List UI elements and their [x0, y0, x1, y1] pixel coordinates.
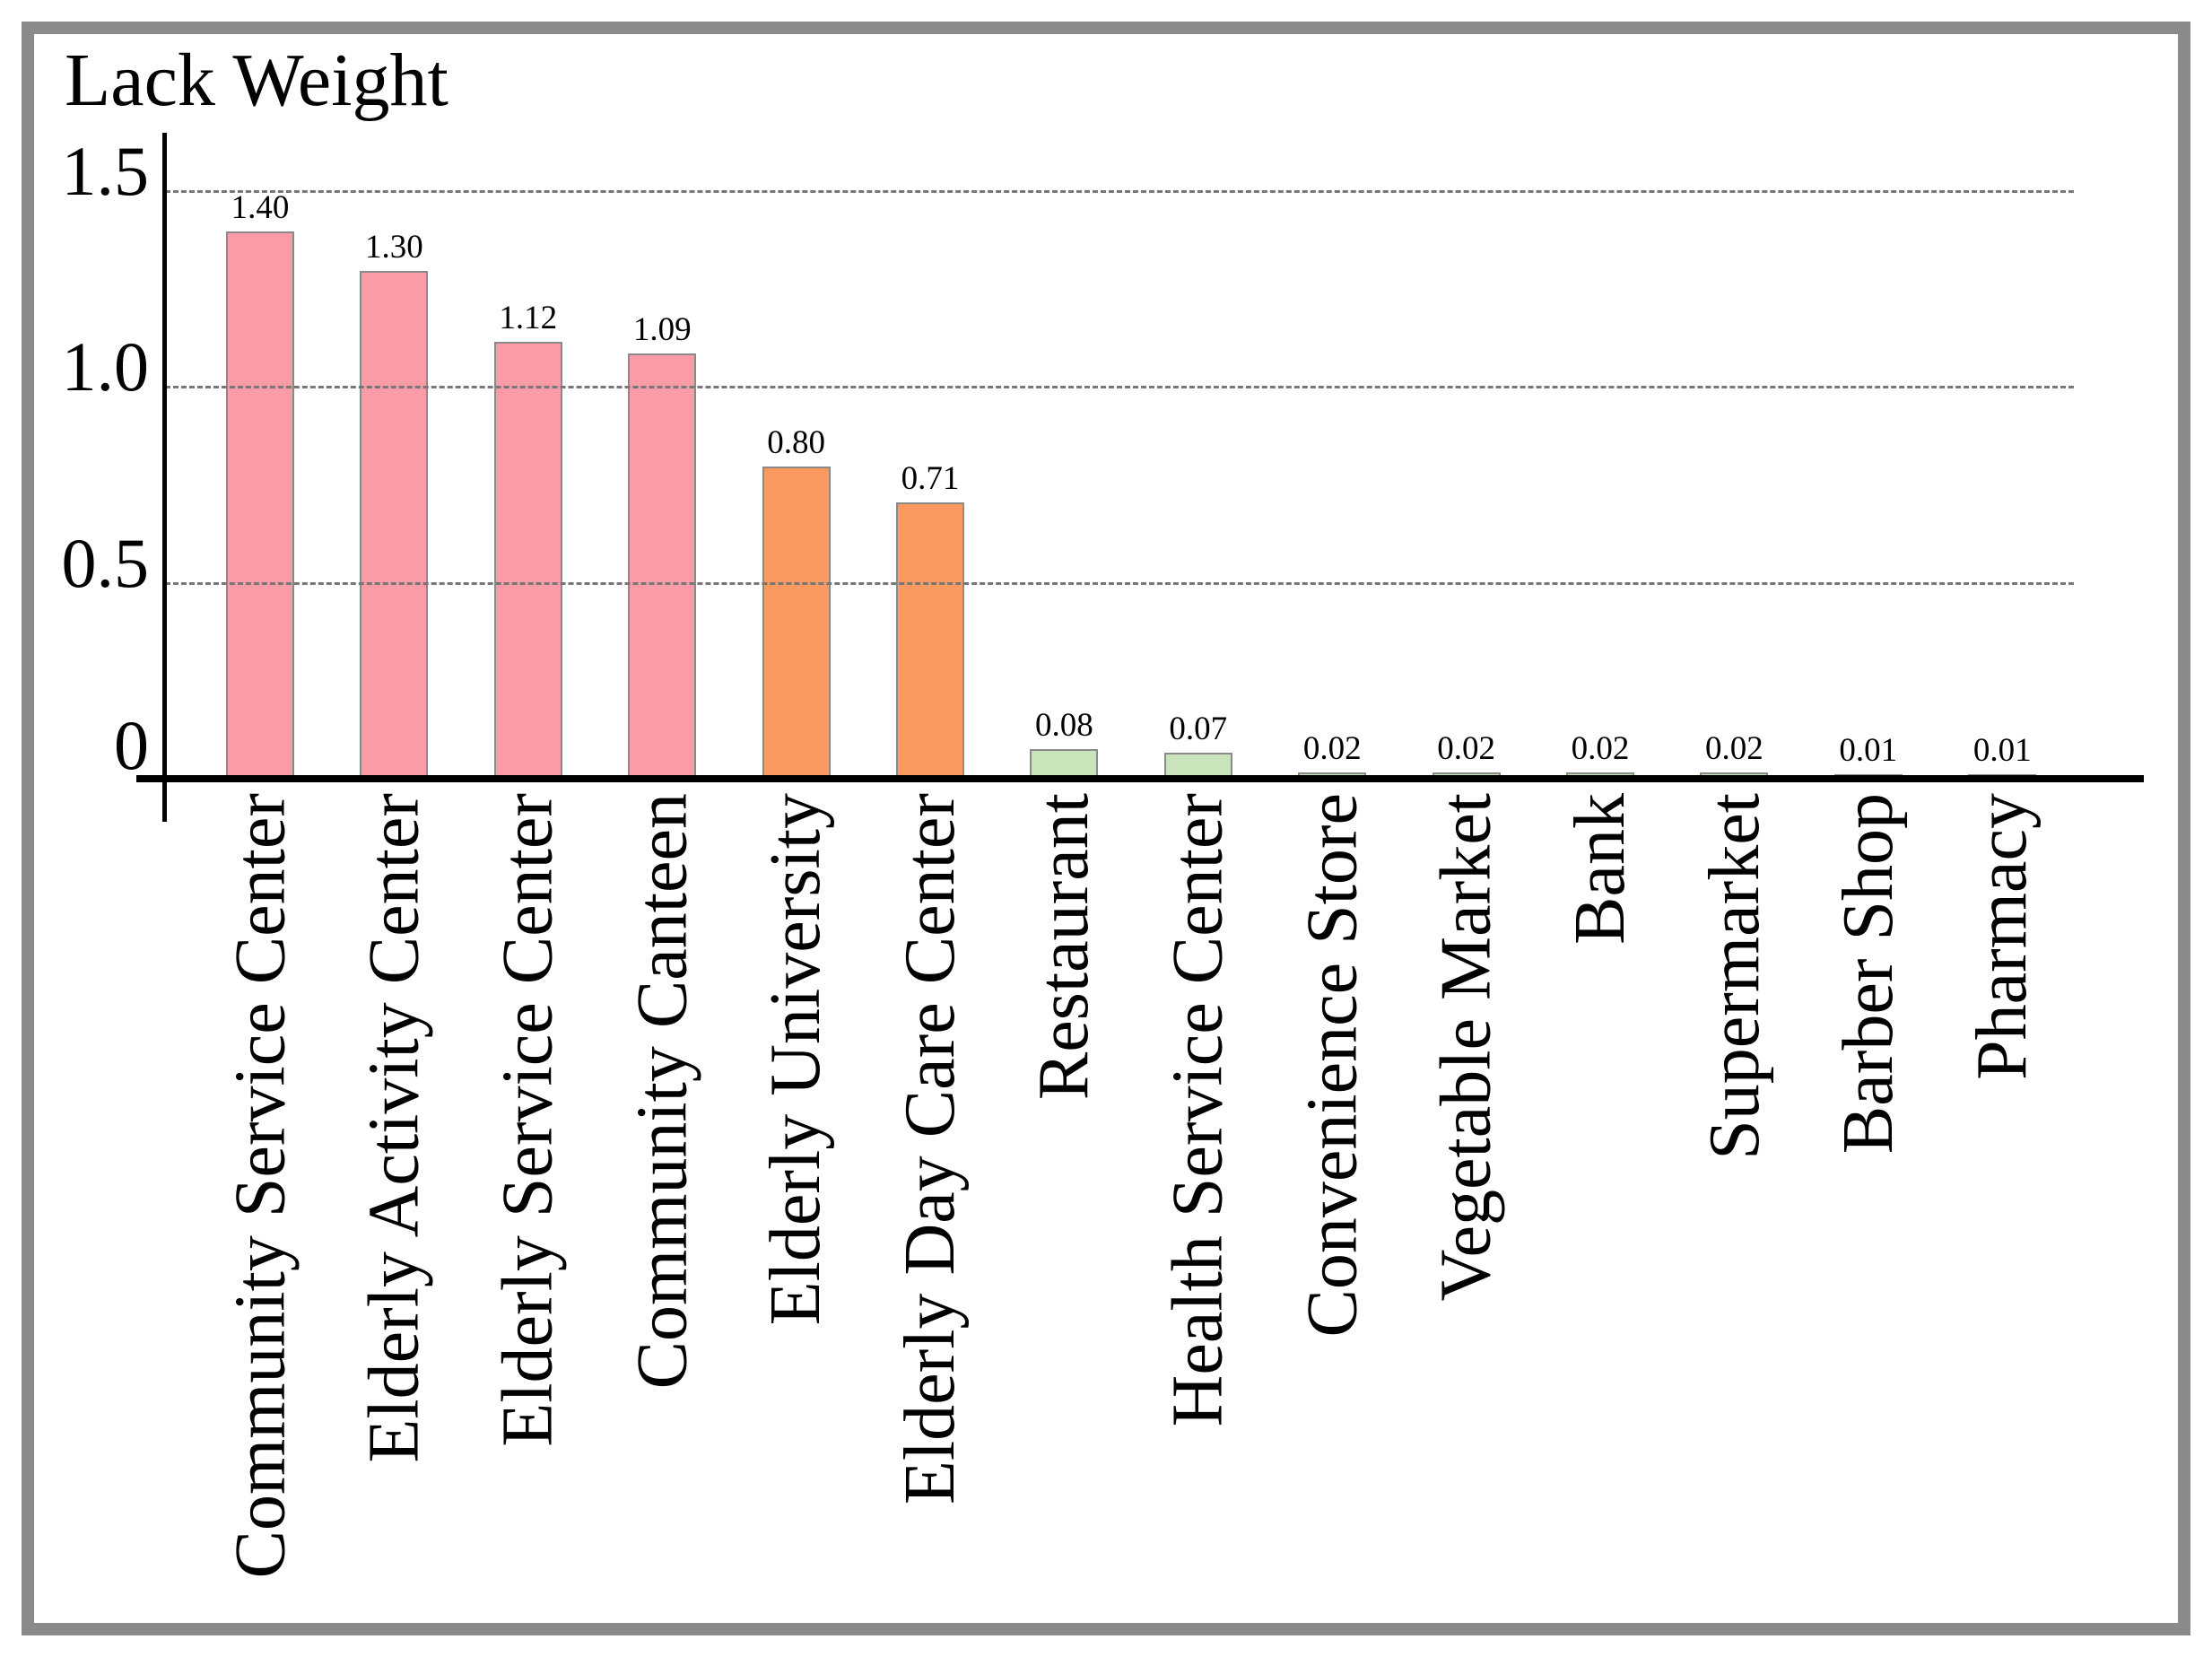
x-axis-label: Restaurant: [1024, 793, 1104, 1101]
bar-value-label: 0.01: [1973, 732, 2032, 769]
bar-value-label: 1.09: [632, 311, 692, 348]
bar: [896, 502, 964, 781]
x-axis-label: Convenience Store: [1293, 793, 1372, 1338]
bar-value-label: 0.80: [767, 424, 825, 461]
x-axis-label: Pharmacy: [1963, 793, 2042, 1080]
bar: [226, 231, 294, 781]
y-tick-label-0.5: 0.5: [61, 523, 150, 602]
gridline-0.5: [165, 581, 2074, 585]
bar: [360, 271, 429, 781]
gridline-1.5: [165, 189, 2074, 193]
x-axis-label: Barber Shop: [1828, 793, 1908, 1155]
bar-value-label: 0.71: [901, 460, 960, 497]
bar-value-label: 0.02: [1571, 730, 1630, 767]
gridline-1: [165, 386, 2074, 388]
x-axis-label: Elderly Service Center: [488, 793, 568, 1447]
bar-value-label: 1.40: [231, 189, 290, 226]
x-axis-label: Community Service Center: [221, 793, 300, 1579]
x-axis-label: Elderly University: [756, 793, 836, 1326]
bar-value-label: 0.02: [1705, 730, 1764, 767]
x-axis-label: Bank: [1561, 793, 1640, 945]
bar-value-label: 0.01: [1839, 732, 1898, 769]
bar-value-label: 0.02: [1302, 730, 1362, 767]
bar-value-label: 1.30: [365, 229, 423, 266]
x-axis-label: Elderly Day Care Center: [891, 793, 970, 1505]
x-axis-label: Supermarket: [1694, 793, 1774, 1160]
x-axis-label: Health Service Center: [1158, 793, 1238, 1427]
y-axis-line: [162, 133, 167, 822]
y-tick-label-0: 0: [114, 706, 149, 784]
bar-value-label: 0.07: [1169, 711, 1228, 747]
x-axis-label: Elderly Activity Center: [354, 793, 434, 1463]
bar-value-label: 1.12: [499, 300, 558, 336]
x-axis-line: [136, 775, 2144, 782]
y-tick-label-1.5: 1.5: [61, 131, 150, 210]
bar: [493, 342, 562, 781]
x-axis-label: Community Canteen: [623, 793, 702, 1390]
x-axis-label: Vegetable Market: [1426, 793, 1506, 1302]
y-tick-label-1.0: 1.0: [61, 327, 150, 406]
bar: [628, 353, 697, 781]
chart-title: Lack Weight: [65, 39, 448, 122]
bar: [762, 467, 831, 781]
bar-value-label: 0.02: [1437, 730, 1495, 767]
bar-value-label: 0.08: [1035, 707, 1093, 744]
